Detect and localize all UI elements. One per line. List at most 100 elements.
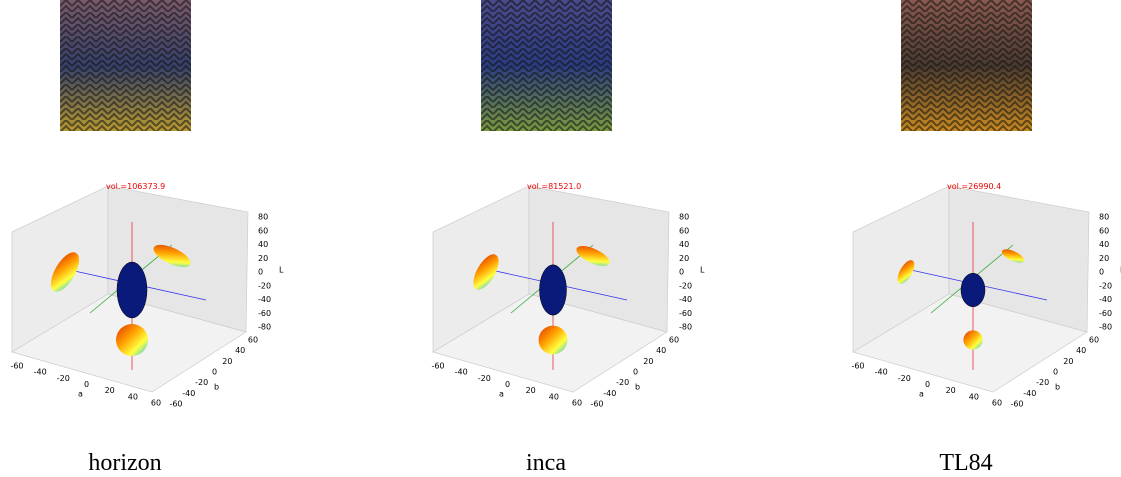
a-tick-label: 40 xyxy=(549,392,559,401)
b-tick-label: -40 xyxy=(182,389,195,398)
b-tick-label: 40 xyxy=(235,346,245,355)
a-tick-label: 20 xyxy=(105,386,115,395)
a-tick-label: -40 xyxy=(875,368,888,377)
a-tick-label: 0 xyxy=(505,380,510,389)
volume-label: vol.=106373.9 xyxy=(106,182,165,191)
projection-bL xyxy=(153,244,191,268)
a-tick-label: -40 xyxy=(455,368,468,377)
a-tick-label: -60 xyxy=(851,362,864,371)
b-axis-label: b xyxy=(214,383,219,392)
L-tick-label: 60 xyxy=(679,226,689,235)
a-tick-label: 60 xyxy=(572,399,582,408)
a-tick-label: 0 xyxy=(84,380,89,389)
L-tick-label: 0 xyxy=(679,268,684,277)
projection-bL xyxy=(1001,249,1025,263)
a-tick-label: 0 xyxy=(925,380,930,389)
b-tick-label: 20 xyxy=(222,357,232,366)
L-tick-label: -40 xyxy=(1099,295,1112,304)
b-tick-label: -20 xyxy=(1036,378,1049,387)
a-axis-label: a xyxy=(78,390,83,399)
a-tick-label: 20 xyxy=(526,386,536,395)
volume-label: vol.=81521.0 xyxy=(527,182,581,191)
L-tick-label: -80 xyxy=(679,323,692,332)
a-tick-label: 40 xyxy=(128,392,138,401)
L-tick-label: -20 xyxy=(258,281,271,290)
L-axis-label: L xyxy=(700,266,705,275)
L-tick-label: 60 xyxy=(1099,226,1109,235)
a-tick-label: -40 xyxy=(34,368,47,377)
L-tick-label: 0 xyxy=(258,268,263,277)
a-tick-label: -20 xyxy=(478,374,491,383)
point-cloud xyxy=(539,264,567,316)
caption: inca xyxy=(526,450,566,476)
b-tick-label: -40 xyxy=(603,389,616,398)
L-tick-label: 80 xyxy=(679,213,689,222)
a-tick-label: -20 xyxy=(898,374,911,383)
L-tick-label: 40 xyxy=(1099,240,1109,249)
projection-aL xyxy=(51,252,80,292)
projection-ab xyxy=(538,325,568,355)
L-tick-label: -40 xyxy=(679,295,692,304)
b-tick-label: 0 xyxy=(633,368,638,377)
b-tick-label: 0 xyxy=(212,368,217,377)
caption: horizon xyxy=(88,450,161,476)
projection-ab xyxy=(116,324,148,356)
b-tick-label: 60 xyxy=(669,336,679,345)
L-tick-label: 20 xyxy=(1099,254,1109,263)
L-tick-label: 60 xyxy=(258,226,268,235)
b-tick-label: 60 xyxy=(248,336,258,345)
a-tick-label: 60 xyxy=(151,399,161,408)
b-axis-label: b xyxy=(635,383,640,392)
fabric-texture xyxy=(60,0,191,131)
L-tick-label: 20 xyxy=(679,254,689,263)
L-tick-label: 80 xyxy=(1099,213,1109,222)
b-tick-label: 40 xyxy=(1076,346,1086,355)
projection-bL xyxy=(576,245,610,267)
projection-aL xyxy=(897,260,915,284)
b-tick-label: 20 xyxy=(643,357,653,366)
L-tick-label: -60 xyxy=(1099,309,1112,318)
L-axis-label: L xyxy=(279,266,284,275)
L-tick-label: -80 xyxy=(1099,323,1112,332)
b-tick-label: 60 xyxy=(1089,336,1099,345)
b-tick-label: 40 xyxy=(656,346,666,355)
L-tick-label: 40 xyxy=(679,240,689,249)
volume-label: vol.=26990.4 xyxy=(947,182,1001,191)
fabric-texture xyxy=(901,0,1032,131)
a-tick-label: -60 xyxy=(431,362,444,371)
projection-aL xyxy=(473,254,499,290)
caption: TL84 xyxy=(939,450,992,476)
b-tick-label: -60 xyxy=(169,400,182,409)
a-tick-label: 60 xyxy=(992,399,1002,408)
b-tick-label: -20 xyxy=(195,378,208,387)
L-tick-label: -60 xyxy=(258,309,271,318)
b-tick-label: -40 xyxy=(1023,389,1036,398)
a-tick-label: 40 xyxy=(969,392,979,401)
L-tick-label: -80 xyxy=(258,323,271,332)
projection-ab xyxy=(963,330,983,350)
a-tick-label: -60 xyxy=(10,362,23,371)
point-cloud xyxy=(116,261,148,319)
point-cloud xyxy=(960,272,986,308)
b-axis-label: b xyxy=(1055,383,1060,392)
L-tick-label: 40 xyxy=(258,240,268,249)
L-tick-label: -60 xyxy=(679,309,692,318)
b-tick-label: -20 xyxy=(616,378,629,387)
a-axis-label: a xyxy=(919,390,924,399)
L-tick-label: 80 xyxy=(258,213,268,222)
a-tick-label: 20 xyxy=(946,386,956,395)
b-tick-label: -60 xyxy=(1010,400,1023,409)
L-tick-label: 0 xyxy=(1099,268,1104,277)
b-tick-label: -60 xyxy=(590,400,603,409)
L-tick-label: -20 xyxy=(679,281,692,290)
a-axis-label: a xyxy=(499,390,504,399)
L-tick-label: 20 xyxy=(258,254,268,263)
a-tick-label: -20 xyxy=(57,374,70,383)
L-tick-label: -20 xyxy=(1099,281,1112,290)
b-tick-label: 20 xyxy=(1063,357,1073,366)
L-tick-label: -40 xyxy=(258,295,271,304)
